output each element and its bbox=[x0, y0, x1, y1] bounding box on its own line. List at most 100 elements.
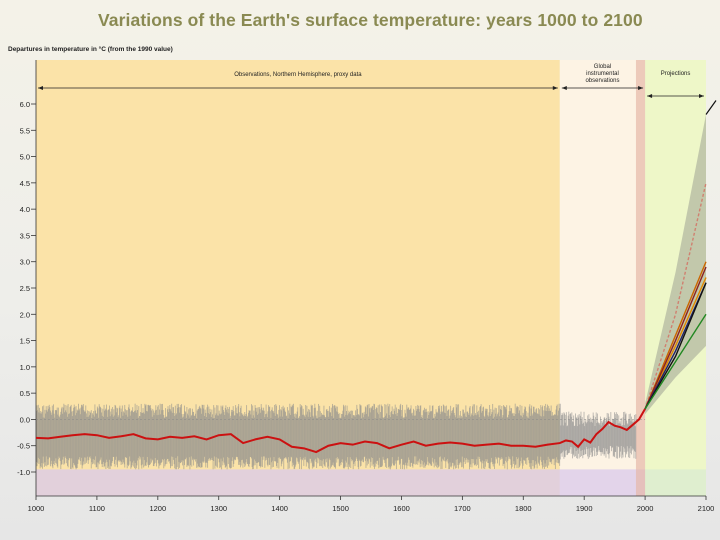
uncertainty-bar bbox=[37, 410, 39, 463]
uncertainty-bar bbox=[519, 410, 520, 468]
uncertainty-bar bbox=[264, 417, 266, 468]
uncertainty-bar bbox=[512, 415, 514, 464]
uncertainty-bar bbox=[405, 416, 407, 466]
uncertainty-bar bbox=[448, 409, 450, 470]
uncertainty-bar bbox=[246, 405, 248, 460]
uncertainty-bar bbox=[387, 403, 389, 459]
uncertainty-bar bbox=[236, 413, 238, 457]
uncertainty-bar bbox=[269, 406, 271, 466]
uncertainty-bar bbox=[157, 406, 159, 460]
uncertainty-bar bbox=[117, 408, 118, 468]
uncertainty-bar bbox=[124, 409, 126, 458]
uncertainty-bar bbox=[213, 405, 215, 462]
uncertainty-bar bbox=[246, 417, 248, 465]
uncertainty-bar bbox=[84, 411, 86, 464]
uncertainty-bar bbox=[425, 409, 427, 466]
uncertainty-bar bbox=[389, 417, 391, 470]
uncertainty-bar bbox=[141, 412, 143, 465]
uncertainty-bar bbox=[386, 417, 388, 459]
uncertainty-bar bbox=[134, 410, 135, 469]
uncertainty-bar bbox=[498, 416, 500, 466]
uncertainty-bar bbox=[479, 407, 481, 459]
uncertainty-bar bbox=[475, 413, 477, 465]
uncertainty-bar bbox=[103, 416, 104, 462]
uncertainty-bar bbox=[250, 414, 252, 458]
uncertainty-bar bbox=[617, 413, 618, 459]
uncertainty-bar bbox=[461, 417, 463, 457]
uncertainty-bar bbox=[135, 410, 137, 470]
x-tick-label: 1100 bbox=[89, 504, 105, 513]
uncertainty-bar bbox=[435, 409, 437, 463]
uncertainty-bar bbox=[201, 413, 202, 468]
y-tick-label: 2.5 bbox=[20, 284, 30, 293]
uncertainty-bar bbox=[171, 412, 173, 467]
uncertainty-bar bbox=[133, 412, 135, 461]
uncertainty-bar bbox=[444, 412, 445, 458]
uncertainty-bar bbox=[95, 410, 96, 457]
uncertainty-bar bbox=[104, 410, 106, 467]
uncertainty-bar bbox=[403, 417, 405, 465]
uncertainty-bar bbox=[159, 409, 160, 466]
uncertainty-bar bbox=[608, 416, 610, 459]
uncertainty-bar bbox=[360, 405, 362, 466]
uncertainty-bar bbox=[445, 405, 447, 461]
x-tick-label: 1600 bbox=[393, 504, 410, 513]
uncertainty-bar bbox=[467, 411, 469, 460]
uncertainty-bar bbox=[449, 415, 451, 463]
uncertainty-bar bbox=[501, 406, 503, 458]
uncertainty-bar bbox=[184, 405, 185, 466]
uncertainty-bar bbox=[318, 417, 320, 460]
uncertainty-bar bbox=[516, 406, 518, 469]
y-tick-label: 5.5 bbox=[20, 126, 30, 135]
uncertainty-bar bbox=[139, 416, 141, 460]
uncertainty-bar bbox=[260, 412, 262, 468]
uncertainty-bar bbox=[341, 413, 343, 463]
y-tick-label: -1.0 bbox=[17, 468, 30, 477]
uncertainty-bar bbox=[325, 417, 327, 460]
uncertainty-bar bbox=[262, 410, 264, 460]
series-line bbox=[644, 266, 707, 410]
uncertainty-bar bbox=[499, 405, 501, 458]
uncertainty-bar bbox=[604, 417, 606, 455]
uncertainty-bar bbox=[318, 403, 319, 459]
uncertainty-bar bbox=[170, 411, 172, 467]
uncertainty-bar bbox=[476, 405, 478, 460]
uncertainty-bar bbox=[203, 404, 205, 462]
uncertainty-bar bbox=[632, 422, 634, 450]
uncertainty-bar bbox=[216, 415, 218, 468]
uncertainty-bar bbox=[577, 415, 579, 450]
uncertainty-bar bbox=[528, 417, 530, 461]
uncertainty-bar bbox=[503, 405, 505, 465]
uncertainty-bar bbox=[441, 405, 442, 462]
uncertainty-bar bbox=[117, 417, 119, 462]
uncertainty-bar bbox=[54, 417, 56, 466]
uncertainty-bar bbox=[163, 414, 165, 469]
uncertainty-bar bbox=[495, 408, 497, 460]
uncertainty-bar bbox=[57, 414, 59, 468]
uncertainty-bar bbox=[272, 411, 274, 467]
uncertainty-bar bbox=[322, 414, 324, 468]
uncertainty-bar bbox=[551, 412, 553, 460]
uncertainty-bar bbox=[602, 421, 604, 455]
uncertainty-bar bbox=[199, 407, 201, 463]
uncertainty-bar bbox=[554, 414, 556, 459]
uncertainty-bar bbox=[496, 416, 498, 458]
uncertainty-bar bbox=[494, 416, 495, 469]
uncertainty-bar bbox=[306, 405, 308, 462]
uncertainty-bar bbox=[143, 412, 145, 468]
uncertainty-bar bbox=[600, 425, 602, 456]
uncertainty-bar bbox=[485, 410, 487, 460]
uncertainty-bar bbox=[389, 404, 391, 467]
uncertainty-bar bbox=[441, 412, 443, 469]
uncertainty-bar bbox=[355, 410, 357, 461]
uncertainty-bar bbox=[346, 411, 347, 463]
uncertainty-bar bbox=[408, 407, 410, 458]
uncertainty-bar bbox=[274, 404, 276, 462]
uncertainty-bar bbox=[349, 414, 351, 458]
uncertainty-bar bbox=[82, 406, 84, 466]
uncertainty-bar bbox=[483, 406, 484, 469]
uncertainty-bar bbox=[291, 404, 293, 467]
uncertainty-bar bbox=[325, 409, 327, 463]
uncertainty-bar bbox=[42, 417, 44, 457]
uncertainty-bar bbox=[430, 411, 432, 466]
